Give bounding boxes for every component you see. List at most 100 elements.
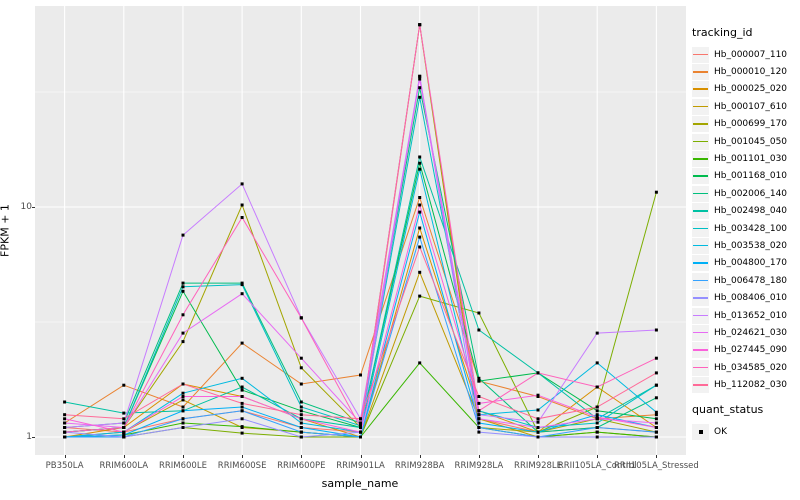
- data-point: [240, 401, 244, 405]
- data-point: [418, 161, 422, 165]
- legend-item-Hb_000699_170: Hb_000699_170: [692, 116, 798, 133]
- data-point: [181, 421, 185, 425]
- legend-item-label: Hb_000007_110: [714, 49, 788, 60]
- data-point: [654, 383, 658, 387]
- x-tick-label-RRIM600SE: RRIM600SE: [217, 461, 267, 471]
- data-point: [654, 371, 658, 375]
- x-tick-mark: [182, 455, 184, 458]
- legend-item-Hb_024621_030: Hb_024621_030: [692, 324, 798, 341]
- data-point: [536, 430, 540, 434]
- legend-line-swatch: [693, 88, 708, 90]
- data-point: [240, 409, 244, 413]
- data-point: [654, 396, 658, 400]
- data-point: [477, 426, 481, 429]
- data-point: [181, 391, 185, 395]
- data-point: [477, 379, 481, 383]
- legend-color-key: [692, 116, 709, 133]
- data-point: [240, 417, 244, 421]
- data-point: [63, 413, 67, 417]
- data-point: [63, 417, 67, 421]
- data-point: [299, 435, 303, 439]
- data-point: [536, 417, 540, 421]
- data-point: [299, 316, 303, 320]
- data-point: [299, 382, 303, 386]
- data-point: [654, 435, 658, 439]
- plot-panel: [35, 6, 686, 455]
- data-point: [181, 340, 185, 344]
- data-point: [477, 413, 481, 417]
- x-tick-mark: [597, 455, 599, 458]
- legend-item-label: Hb_001101_030: [714, 154, 788, 165]
- legend-color-key: [692, 377, 709, 394]
- y-tick-label: 10: [20, 201, 32, 212]
- x-tick-label-RRIM600LE: RRIM600LE: [158, 461, 207, 471]
- x-tick-mark: [64, 455, 66, 458]
- data-point: [299, 409, 303, 413]
- legend-line-swatch: [693, 366, 708, 369]
- data-point: [181, 382, 185, 386]
- x-tick-label-PB350LA: PB350LA: [45, 461, 84, 471]
- data-point: [359, 435, 362, 439]
- legend-item-Hb_001168_010: Hb_001168_010: [692, 168, 798, 185]
- x-tick-label-RRIM928LA: RRIM928LA: [454, 461, 504, 471]
- data-point: [595, 426, 599, 429]
- legend-item-Hb_000107_610: Hb_000107_610: [692, 98, 798, 115]
- data-point: [595, 430, 599, 434]
- legend-item-quant-OK: OK: [692, 423, 798, 440]
- data-point: [122, 426, 126, 429]
- data-point: [299, 421, 303, 425]
- y-tick-mark: [32, 207, 35, 208]
- data-point: [240, 385, 244, 389]
- data-point: [654, 417, 658, 421]
- data-point: [63, 435, 67, 439]
- x-tick-mark: [123, 455, 125, 458]
- legend-line-swatch: [693, 123, 708, 125]
- legend-line-swatch: [693, 158, 708, 160]
- legend-item-Hb_008406_010: Hb_008406_010: [692, 289, 798, 307]
- data-point: [359, 417, 362, 421]
- data-point: [418, 77, 422, 81]
- data-point: [181, 233, 185, 237]
- data-point: [418, 95, 422, 99]
- data-point: [418, 294, 422, 298]
- data-point: [418, 210, 422, 214]
- data-point: [122, 411, 126, 415]
- data-point: [181, 395, 185, 398]
- data-point: [240, 182, 244, 186]
- legend-line-swatch: [693, 227, 708, 230]
- legend-item-label: Hb_112082_030: [714, 380, 788, 391]
- legend-item-label: Hb_024621_030: [714, 327, 788, 338]
- data-point: [477, 430, 481, 434]
- data-point: [595, 331, 599, 335]
- legend-item-label: Hb_000699_170: [714, 119, 788, 130]
- data-point: [595, 385, 599, 389]
- legend-line-swatch: [693, 210, 708, 212]
- legend-item-label: Hb_002498_040: [714, 206, 788, 217]
- legend-line-swatch: [693, 71, 708, 73]
- data-point: [595, 409, 599, 413]
- legend-line-swatch: [693, 279, 708, 282]
- data-point: [595, 413, 599, 417]
- data-point: [63, 430, 67, 434]
- legend-line-swatch: [693, 175, 708, 177]
- legend-color-key: [692, 133, 709, 150]
- legend-item-Hb_001045_050: Hb_001045_050: [692, 133, 798, 150]
- data-point: [122, 383, 126, 387]
- data-point: [418, 226, 422, 230]
- legend-item-Hb_001101_030: Hb_001101_030: [692, 150, 798, 168]
- legend-color-key: [692, 64, 709, 81]
- data-point: [181, 289, 185, 293]
- data-point: [418, 270, 422, 274]
- x-tick-mark: [656, 455, 658, 458]
- data-point: [299, 430, 303, 434]
- legend-tracking-entries: Hb_000007_110 Hb_000010_120 Hb_000025_020 H…: [692, 46, 798, 394]
- x-tick-label-RRIM928LE: RRIM928LE: [514, 461, 563, 471]
- data-point: [477, 395, 481, 398]
- data-point: [418, 196, 422, 199]
- data-point: [181, 405, 185, 409]
- data-point: [122, 421, 126, 425]
- data-point: [477, 421, 481, 425]
- data-point: [299, 356, 303, 360]
- data-point: [477, 417, 481, 421]
